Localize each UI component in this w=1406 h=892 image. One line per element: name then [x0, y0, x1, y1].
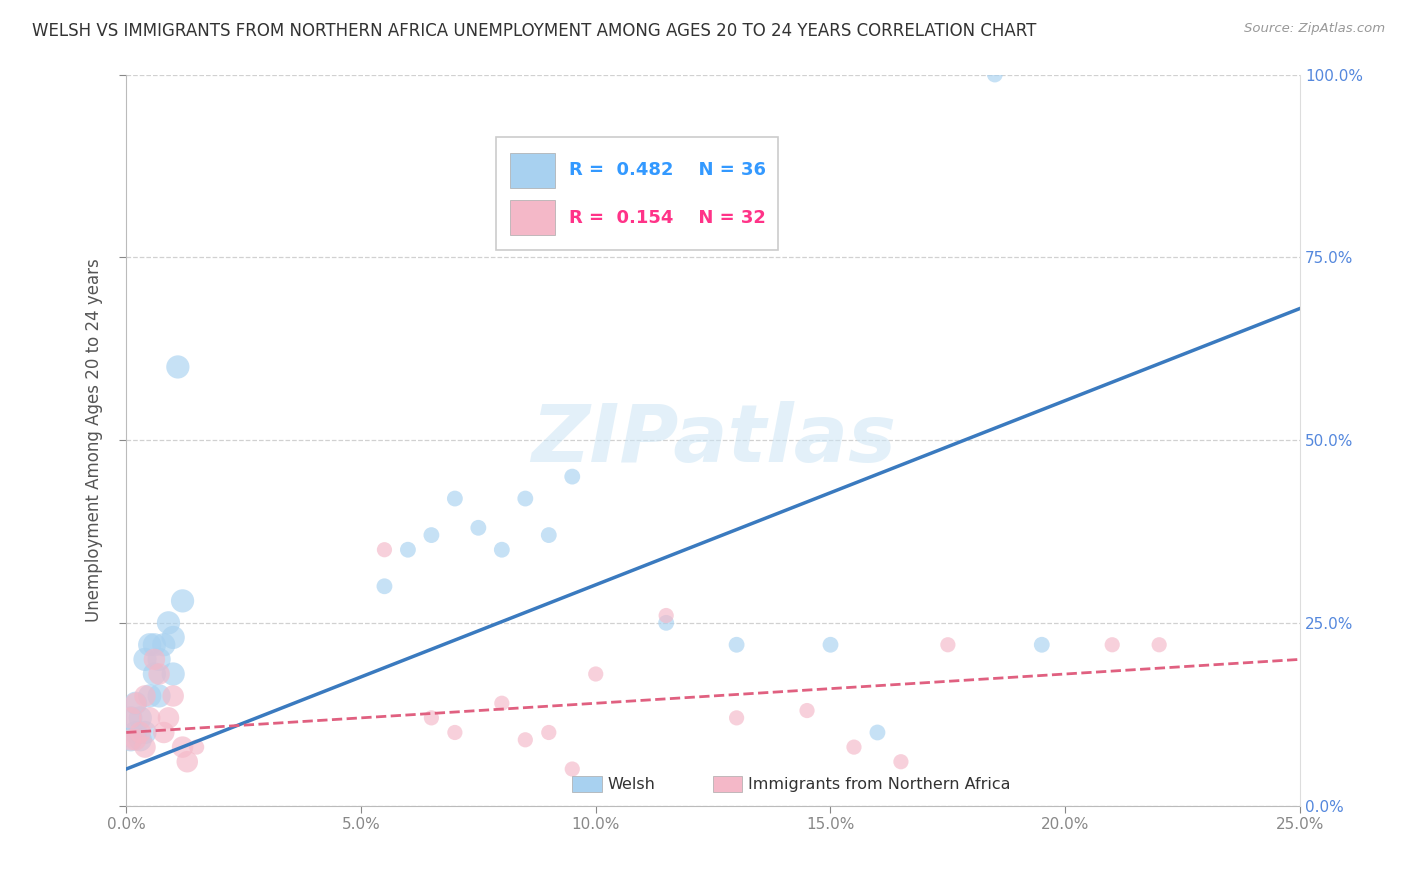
Point	[124, 696, 146, 710]
Point	[124, 725, 146, 739]
Point	[186, 740, 208, 755]
Point	[796, 704, 818, 718]
Point	[152, 725, 174, 739]
Bar	[510, 201, 554, 235]
Point	[157, 615, 180, 630]
Point	[148, 652, 170, 666]
Point	[585, 228, 607, 243]
Point	[138, 689, 160, 703]
Text: WELSH VS IMMIGRANTS FROM NORTHERN AFRICA UNEMPLOYMENT AMONG AGES 20 TO 24 YEARS : WELSH VS IMMIGRANTS FROM NORTHERN AFRICA…	[32, 22, 1036, 40]
Text: R =  0.482    N = 36: R = 0.482 N = 36	[569, 161, 766, 179]
Point	[984, 68, 1007, 82]
Point	[134, 652, 156, 666]
FancyBboxPatch shape	[496, 136, 778, 250]
Point	[655, 615, 678, 630]
Point	[120, 711, 142, 725]
Point	[561, 762, 583, 776]
Point	[842, 740, 865, 755]
Point	[515, 491, 537, 506]
Point	[172, 740, 194, 755]
Point	[124, 696, 146, 710]
Point	[162, 667, 184, 681]
Point	[936, 638, 959, 652]
Point	[373, 579, 395, 593]
Text: R =  0.154    N = 32: R = 0.154 N = 32	[569, 209, 766, 227]
Point	[515, 732, 537, 747]
Point	[162, 631, 184, 645]
Point	[120, 732, 142, 747]
Point	[561, 469, 583, 483]
Point	[444, 725, 467, 739]
Point	[396, 542, 419, 557]
Point	[148, 667, 170, 681]
Point	[148, 689, 170, 703]
Point	[725, 638, 748, 652]
Point	[143, 652, 166, 666]
Point	[655, 608, 678, 623]
Point	[134, 689, 156, 703]
Point	[725, 711, 748, 725]
Point	[129, 725, 152, 739]
Point	[1147, 638, 1170, 652]
Point	[138, 711, 160, 725]
Point	[143, 667, 166, 681]
Text: ZIPatlas: ZIPatlas	[530, 401, 896, 479]
Point	[1101, 638, 1123, 652]
Text: Source: ZipAtlas.com: Source: ZipAtlas.com	[1244, 22, 1385, 36]
Point	[157, 711, 180, 725]
Point	[491, 542, 513, 557]
Bar	[510, 153, 554, 188]
Y-axis label: Unemployment Among Ages 20 to 24 years: Unemployment Among Ages 20 to 24 years	[86, 258, 103, 622]
Point	[866, 725, 889, 739]
Point	[467, 521, 489, 535]
Point	[585, 667, 607, 681]
Point	[172, 594, 194, 608]
Point	[134, 725, 156, 739]
Point	[120, 711, 142, 725]
Text: Immigrants from Northern Africa: Immigrants from Northern Africa	[748, 777, 1011, 792]
Point	[138, 638, 160, 652]
Point	[162, 689, 184, 703]
Point	[1031, 638, 1053, 652]
Point	[373, 542, 395, 557]
Text: Welsh: Welsh	[607, 777, 655, 792]
Bar	[572, 776, 602, 792]
Point	[420, 711, 443, 725]
Point	[537, 725, 560, 739]
Point	[890, 755, 912, 769]
Point	[129, 732, 152, 747]
Point	[124, 732, 146, 747]
Point	[491, 696, 513, 710]
Point	[134, 740, 156, 755]
Point	[120, 732, 142, 747]
Point	[129, 711, 152, 725]
Point	[143, 638, 166, 652]
Point	[537, 528, 560, 542]
Point	[820, 638, 842, 652]
Point	[444, 491, 467, 506]
Point	[167, 359, 190, 374]
Point	[152, 638, 174, 652]
Point	[420, 528, 443, 542]
Bar	[713, 776, 742, 792]
Point	[176, 755, 198, 769]
